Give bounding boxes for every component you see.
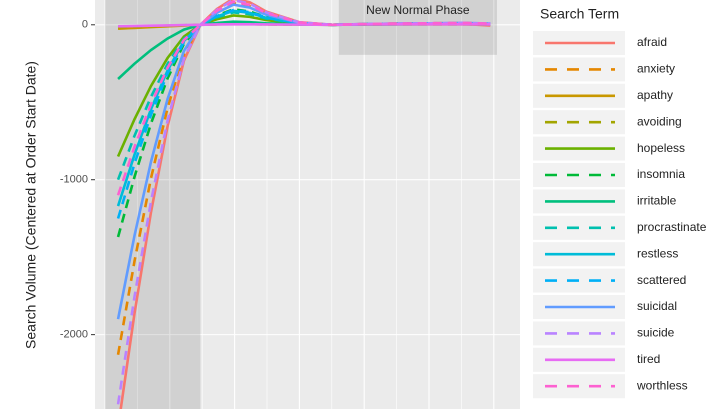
legend-title: Search Term <box>540 6 619 22</box>
legend-label: hopeless <box>637 141 685 155</box>
lines <box>116 0 491 409</box>
legend-label: insomnia <box>637 167 685 181</box>
y-axis-title: Search Volume (Centered at Order Start D… <box>23 61 39 349</box>
region-label: New Normal Phase <box>366 3 470 17</box>
series-line <box>116 0 491 196</box>
legend-label: avoiding <box>637 114 682 128</box>
series-line <box>116 11 491 181</box>
legend-label: apathy <box>637 88 673 102</box>
y-tick-label: 0 <box>82 19 88 31</box>
legend-label: scattered <box>637 273 686 287</box>
shaded-region <box>338 0 497 55</box>
legend: afraid anxiety apathy avoiding hopeless insom… <box>533 31 707 399</box>
y-tick-label: -2000 <box>60 329 88 341</box>
legend-label: restless <box>637 246 678 260</box>
legend-label: suicidal <box>637 299 677 313</box>
legend-label: irritable <box>637 194 677 208</box>
legend-label: worthless <box>636 378 688 392</box>
legend-label: procrastinate <box>637 220 707 234</box>
y-tick-label: -1000 <box>60 174 88 186</box>
series-line <box>116 0 491 405</box>
axes: 0 -1000 -2000 <box>60 19 95 341</box>
legend-label: suicide <box>637 326 675 340</box>
legend-label: tired <box>637 352 660 366</box>
legend-label: anxiety <box>637 62 675 76</box>
legend-label: afraid <box>637 35 667 49</box>
